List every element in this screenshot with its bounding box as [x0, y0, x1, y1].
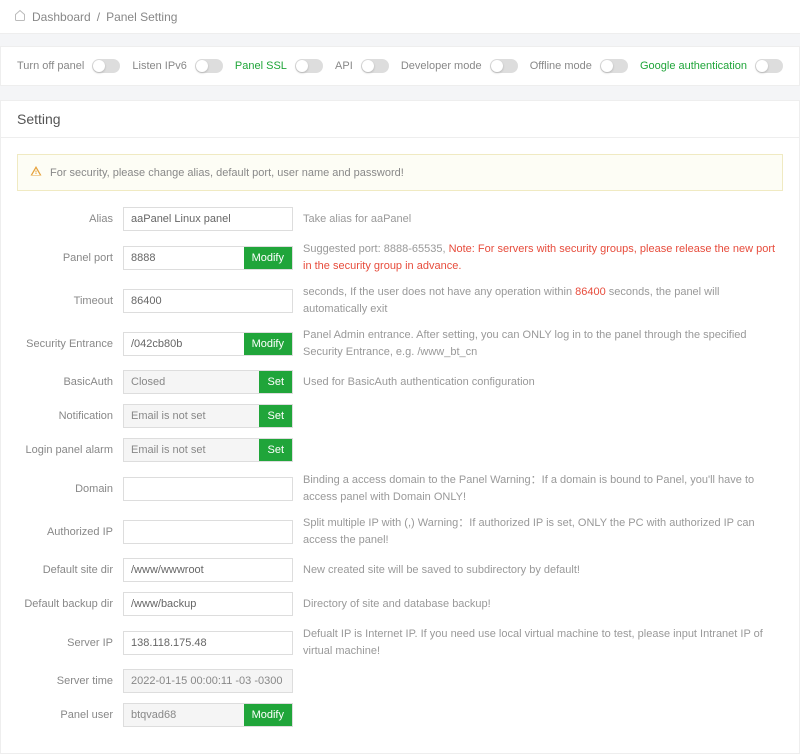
breadcrumb: Dashboard / Panel Setting — [0, 0, 800, 34]
row-authip: Authorized IP Split multiple IP with (,)… — [17, 515, 783, 548]
row-entrance: Security Entrance Modify Panel Admin ent… — [17, 327, 783, 360]
row-notification: Notification Set — [17, 404, 783, 428]
row-alarm: Login panel alarm Set — [17, 438, 783, 462]
toggle-dev[interactable] — [490, 59, 518, 73]
toggle-label-dev: Developer mode — [401, 60, 482, 72]
port-modify-button[interactable]: Modify — [244, 247, 292, 269]
alias-input[interactable] — [123, 207, 293, 231]
alert-text: For security, please change alias, defau… — [50, 167, 404, 179]
toggle-label-google: Google authentication — [640, 60, 747, 72]
toggle-label-turnoff: Turn off panel — [17, 60, 84, 72]
toggle-label-ipv6: Listen IPv6 — [132, 60, 186, 72]
domain-input[interactable] — [123, 477, 293, 501]
row-backup: Default backup dir Directory of site and… — [17, 592, 783, 616]
toggle-api[interactable] — [361, 59, 389, 73]
toggle-ipv6[interactable] — [195, 59, 223, 73]
entrance-modify-button[interactable]: Modify — [244, 333, 292, 355]
settings-content: For security, please change alias, defau… — [0, 137, 800, 754]
section-title: Setting — [0, 100, 800, 137]
breadcrumb-dashboard[interactable]: Dashboard — [32, 10, 91, 24]
backup-input[interactable] — [123, 592, 293, 616]
basicauth-set-button[interactable]: Set — [259, 371, 292, 393]
toggle-google[interactable] — [755, 59, 783, 73]
warning-icon — [30, 165, 42, 180]
toggle-offline[interactable] — [600, 59, 628, 73]
toggle-ssl[interactable] — [295, 59, 323, 73]
row-domain: Domain Binding a access domain to the Pa… — [17, 472, 783, 505]
toggle-label-ssl: Panel SSL — [235, 60, 287, 72]
row-sitedir: Default site dir New created site will b… — [17, 558, 783, 582]
security-alert: For security, please change alias, defau… — [17, 154, 783, 191]
notification-set-button[interactable]: Set — [259, 405, 292, 427]
row-servertime: Server time — [17, 669, 783, 693]
toggle-label-api: API — [335, 60, 353, 72]
row-serverip: Server IP Defualt IP is Internet IP. If … — [17, 626, 783, 659]
alarm-set-button[interactable]: Set — [259, 439, 292, 461]
sitedir-input[interactable] — [123, 558, 293, 582]
row-timeout: Timeout seconds, If the user does not ha… — [17, 284, 783, 317]
breadcrumb-current: Panel Setting — [106, 10, 177, 24]
servertime-input — [123, 669, 293, 693]
home-icon — [14, 9, 26, 24]
paneluser-modify-button[interactable]: Modify — [244, 704, 292, 726]
authip-input[interactable] — [123, 520, 293, 544]
row-paneluser: Panel user Modify — [17, 703, 783, 727]
toggles-bar: Turn off panel Listen IPv6 Panel SSL API… — [0, 46, 800, 86]
toggle-turn-off[interactable] — [92, 59, 120, 73]
timeout-input[interactable] — [123, 289, 293, 313]
serverip-input[interactable] — [123, 631, 293, 655]
row-port: Panel port Modify Suggested port: 8888-6… — [17, 241, 783, 274]
toggle-label-offline: Offline mode — [530, 60, 592, 72]
row-basicauth: BasicAuth Set Used for BasicAuth authent… — [17, 370, 783, 394]
row-alias: Alias Take alias for aaPanel — [17, 207, 783, 231]
